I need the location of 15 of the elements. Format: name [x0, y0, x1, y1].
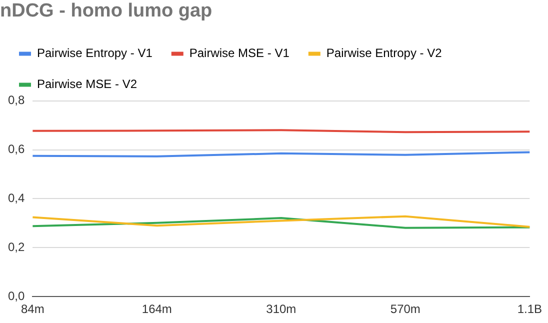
legend-label: Pairwise Entropy - V2 [326, 46, 442, 60]
y-tick-label: 0,0 [8, 288, 25, 303]
y-tick-label: 0,2 [8, 240, 25, 254]
legend-label: Pairwise Entropy - V1 [37, 46, 153, 60]
y-tick-label: 0,4 [8, 191, 25, 206]
x-tick-label: 1.1B [517, 302, 542, 316]
legend-label: Pairwise MSE - V1 [189, 46, 290, 60]
x-tick-label: 570m [390, 302, 420, 316]
x-tick-label: 164m [142, 302, 172, 316]
legend-label: Pairwise MSE - V2 [37, 77, 138, 92]
x-tick-label: 84m [21, 302, 44, 316]
y-tick-label: 0,8 [8, 93, 25, 108]
y-tick-label: 0,6 [8, 142, 25, 156]
x-tick-label: 310m [266, 302, 296, 316]
chart-title: nDCG - homo lumo gap [0, 0, 212, 22]
